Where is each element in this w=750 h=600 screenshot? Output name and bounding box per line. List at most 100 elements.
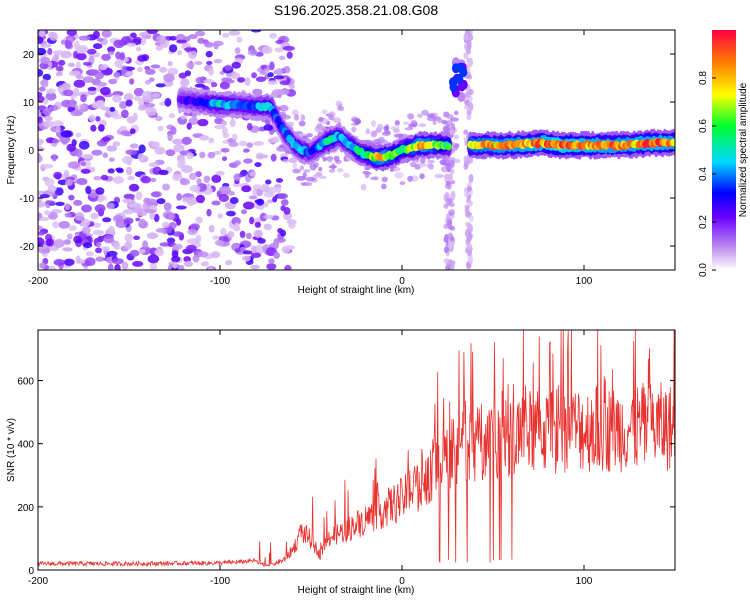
noise-blob	[207, 151, 216, 159]
streak-blob	[448, 239, 453, 250]
noise-blob	[227, 230, 235, 238]
noise-blob	[107, 225, 115, 235]
haze-blob	[418, 123, 427, 128]
haze-blob	[377, 136, 385, 144]
noise-blob	[215, 170, 225, 176]
noise-blob	[172, 231, 183, 237]
noise-blob	[38, 231, 46, 236]
noise-blob	[81, 204, 92, 213]
noise-blob	[172, 138, 183, 145]
noise-blob	[63, 239, 72, 245]
noise-blob	[68, 62, 75, 68]
noise-blob	[135, 191, 143, 201]
streak-blob	[466, 39, 472, 49]
noise-blob	[206, 60, 213, 66]
noise-blob	[166, 81, 174, 86]
noise-blob	[183, 260, 194, 267]
noise-blob	[232, 133, 238, 141]
noise-blob	[195, 234, 202, 243]
noise-blob	[86, 48, 97, 55]
noise-blob	[38, 111, 42, 117]
y-tick-label: 600	[17, 377, 34, 388]
noise-blob	[126, 42, 137, 47]
noise-blob	[249, 171, 256, 177]
noise-blob	[272, 240, 280, 249]
noise-blob	[225, 79, 235, 84]
noise-blob	[164, 97, 172, 107]
haze-blob	[328, 158, 333, 163]
noise-blob	[190, 223, 200, 230]
noise-blob	[40, 79, 49, 88]
noise-blob	[167, 132, 173, 142]
haze-blob	[292, 162, 297, 169]
noise-blob	[95, 82, 108, 87]
noise-blob	[100, 174, 109, 181]
snr-ylabel: SNR (10 * v/v)	[6, 418, 17, 482]
noise-blob	[273, 251, 280, 259]
noise-blob	[211, 251, 221, 259]
noise-blob	[112, 215, 124, 223]
noise-blob	[238, 140, 247, 147]
noise-blob	[155, 45, 163, 51]
noise-blob	[51, 154, 57, 162]
noise-blob	[121, 65, 127, 75]
noise-blob	[95, 187, 105, 195]
noise-blob	[248, 49, 258, 56]
noise-blob	[40, 56, 51, 65]
noise-blob	[218, 193, 229, 203]
haze-blob	[306, 133, 313, 138]
ridge-cell	[275, 116, 282, 124]
noise-blob	[92, 30, 100, 39]
streak-blob	[448, 211, 454, 217]
noise-blob	[49, 32, 59, 41]
noise-blob	[139, 248, 146, 254]
noise-blob	[234, 248, 241, 253]
noise-blob	[95, 256, 105, 262]
noise-blob	[229, 197, 239, 204]
noise-blob	[275, 178, 284, 183]
noise-blob	[269, 32, 277, 39]
streak-blob	[444, 173, 450, 184]
snr-panel: -200 -100 0 100 0 200 400 600 Height of straigh…	[6, 329, 676, 596]
colorbar-tick-label: 0.4	[698, 167, 709, 181]
haze-blob	[321, 109, 328, 115]
noise-blob	[231, 217, 241, 226]
noise-blob	[155, 83, 166, 88]
noise-blob	[281, 199, 289, 206]
noise-blob	[92, 43, 103, 50]
haze-blob	[389, 168, 394, 172]
noise-blob	[156, 198, 166, 205]
noise-blob	[44, 200, 56, 205]
noise-blob	[81, 226, 91, 234]
noise-blob	[219, 185, 231, 194]
noise-blob	[151, 141, 161, 148]
haze-blob	[404, 127, 414, 131]
streak-blob	[464, 204, 470, 210]
noise-blob	[94, 204, 106, 213]
spectrogram-xlabel: Height of straight line (km)	[298, 285, 415, 296]
haze-blob	[328, 115, 334, 121]
haze-blob	[381, 176, 388, 183]
figure-title: S196.2025.358.21.08.G08	[274, 2, 438, 18]
noise-blob	[83, 242, 93, 249]
noise-blob	[221, 120, 227, 127]
noise-blob	[68, 225, 77, 231]
noise-blob	[176, 39, 188, 44]
noise-blob	[121, 109, 129, 119]
noise-blob	[233, 173, 241, 182]
haze-blob	[371, 120, 376, 127]
noise-blob	[67, 233, 73, 240]
haze-blob	[351, 117, 361, 123]
noise-blob	[167, 213, 175, 220]
noise-blob	[195, 216, 203, 224]
haze-blob	[337, 106, 345, 112]
noise-blob	[186, 61, 195, 69]
noise-blob	[148, 162, 160, 167]
noise-blob	[57, 59, 66, 66]
noise-blob	[189, 172, 197, 180]
noise-blob	[38, 86, 46, 92]
noise-blob	[42, 73, 51, 81]
haze-blob	[419, 173, 425, 180]
noise-blob	[241, 185, 252, 193]
